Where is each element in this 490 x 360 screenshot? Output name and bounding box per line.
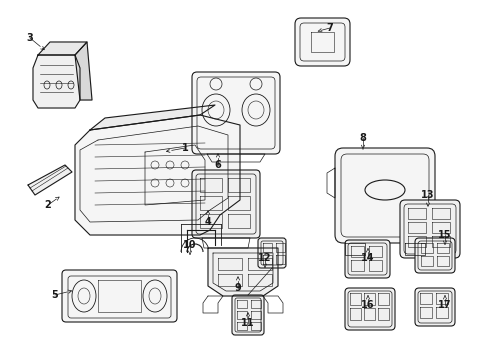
Polygon shape [28,165,72,195]
Text: 12: 12 [258,253,272,263]
FancyBboxPatch shape [415,238,455,273]
FancyBboxPatch shape [335,148,435,243]
FancyBboxPatch shape [62,270,177,322]
FancyBboxPatch shape [258,238,286,268]
Text: 2: 2 [45,200,51,210]
FancyBboxPatch shape [232,295,264,335]
Polygon shape [75,115,240,235]
Text: 11: 11 [241,318,255,328]
FancyBboxPatch shape [192,72,280,154]
Text: 10: 10 [183,240,197,250]
Text: 8: 8 [360,133,367,143]
Text: 3: 3 [26,33,33,43]
Text: 7: 7 [327,23,333,33]
Polygon shape [33,55,80,108]
FancyBboxPatch shape [345,240,390,278]
FancyBboxPatch shape [345,288,395,330]
FancyBboxPatch shape [400,200,460,258]
Text: 6: 6 [215,160,221,170]
FancyBboxPatch shape [192,170,260,238]
FancyBboxPatch shape [415,288,455,326]
FancyBboxPatch shape [295,18,350,66]
Text: 4: 4 [205,217,211,227]
Text: 17: 17 [438,300,452,310]
Polygon shape [38,42,87,55]
Text: 14: 14 [361,253,375,263]
Text: 1: 1 [182,143,188,153]
Polygon shape [75,42,92,100]
Text: 16: 16 [361,300,375,310]
Text: 5: 5 [51,290,58,300]
Text: 9: 9 [235,283,242,293]
Text: 15: 15 [438,230,452,240]
Polygon shape [208,248,278,296]
Polygon shape [90,105,215,130]
Text: 13: 13 [421,190,435,200]
